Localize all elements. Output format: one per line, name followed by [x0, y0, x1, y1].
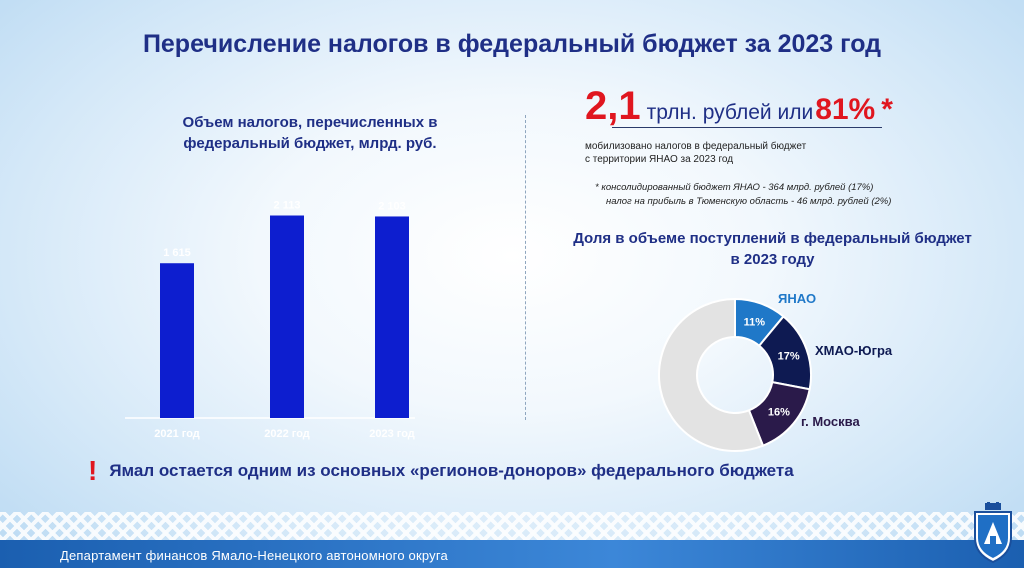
page-title: Перечисление налогов в федеральный бюдже… — [142, 30, 882, 58]
bar-value-label: 2 113 — [274, 200, 301, 212]
footnote: * консолидированный бюджет ЯНАО - 364 мл… — [595, 181, 891, 209]
donut-slice-label: 17% — [778, 351, 800, 363]
footnote-line2: налог на прибыль в Тюменскую область - 4… — [606, 196, 892, 207]
headline-subtext-line1: мобилизовано налогов в федеральный бюдже… — [585, 141, 807, 152]
headline-underline — [612, 127, 882, 128]
bar-chart-title-line2: федеральный бюджет, млрд. руб. — [183, 135, 437, 152]
footer-bar: Департамент финансов Ямало-Ненецкого авт… — [0, 540, 1024, 568]
bar-category-label: 2023 год — [369, 428, 415, 440]
donut-chart-title-line2: в 2023 году — [730, 251, 815, 268]
bar-value-label: 1 615 — [163, 247, 191, 259]
bar-category-label: 2021 год — [154, 428, 200, 440]
donut-chart: 11% 17% 16% — [658, 297, 812, 452]
bottom-message: ! Ямал остается одним из основных «регион… — [88, 455, 794, 487]
donut-name-label: г. Москва — [801, 414, 860, 429]
bottom-message-text: Ямал остается одним из основных «регионо… — [109, 461, 794, 480]
bar-category-label: 2022 год — [264, 428, 310, 440]
footnote-line1: * консолидированный бюджет ЯНАО - 364 мл… — [595, 182, 874, 193]
ornament-band — [0, 512, 1024, 540]
bar — [375, 216, 409, 418]
yamal-emblem-icon — [974, 502, 1012, 564]
headline-subtext-line2: с территории ЯНАО за 2023 год — [585, 154, 734, 165]
bar-chart-title: Объем налогов, перечисленных в федеральн… — [150, 112, 470, 154]
headline-percent: 81% — [815, 93, 876, 126]
bar — [160, 263, 194, 418]
donut-name-label: ЯНАО — [778, 291, 817, 306]
exclamation-icon: ! — [88, 455, 98, 486]
donut-chart-title: Доля в объеме поступлений в федеральный … — [535, 228, 1010, 270]
headline-unit-text: трлн. рублей или — [646, 101, 814, 124]
headline-asterisk: * — [881, 93, 893, 126]
headline-subtext: мобилизовано налогов в федеральный бюдже… — [585, 140, 806, 166]
donut-slice — [658, 297, 765, 452]
bar-chart-title-line1: Объем налогов, перечисленных в — [182, 114, 438, 131]
donut-chart-title-line1: Доля в объеме поступлений в федеральный … — [573, 230, 972, 247]
donut-slice-label: 11% — [744, 316, 766, 328]
panel-divider — [525, 115, 526, 420]
donut-slice-label: 16% — [768, 406, 790, 418]
headline: 2,1 трлн. рублей или81% * — [585, 84, 893, 129]
bar — [270, 215, 304, 418]
donut-name-label: ХМАО-Югра — [815, 343, 893, 358]
headline-amount: 2,1 — [585, 84, 641, 128]
bar-value-label: 2 103 — [378, 200, 406, 212]
bar-chart: 1 615 2021 год 2 113 2022 год 2 103 2023 год — [125, 200, 415, 440]
footer-text: Департамент финансов Ямало-Ненецкого авт… — [60, 548, 448, 563]
